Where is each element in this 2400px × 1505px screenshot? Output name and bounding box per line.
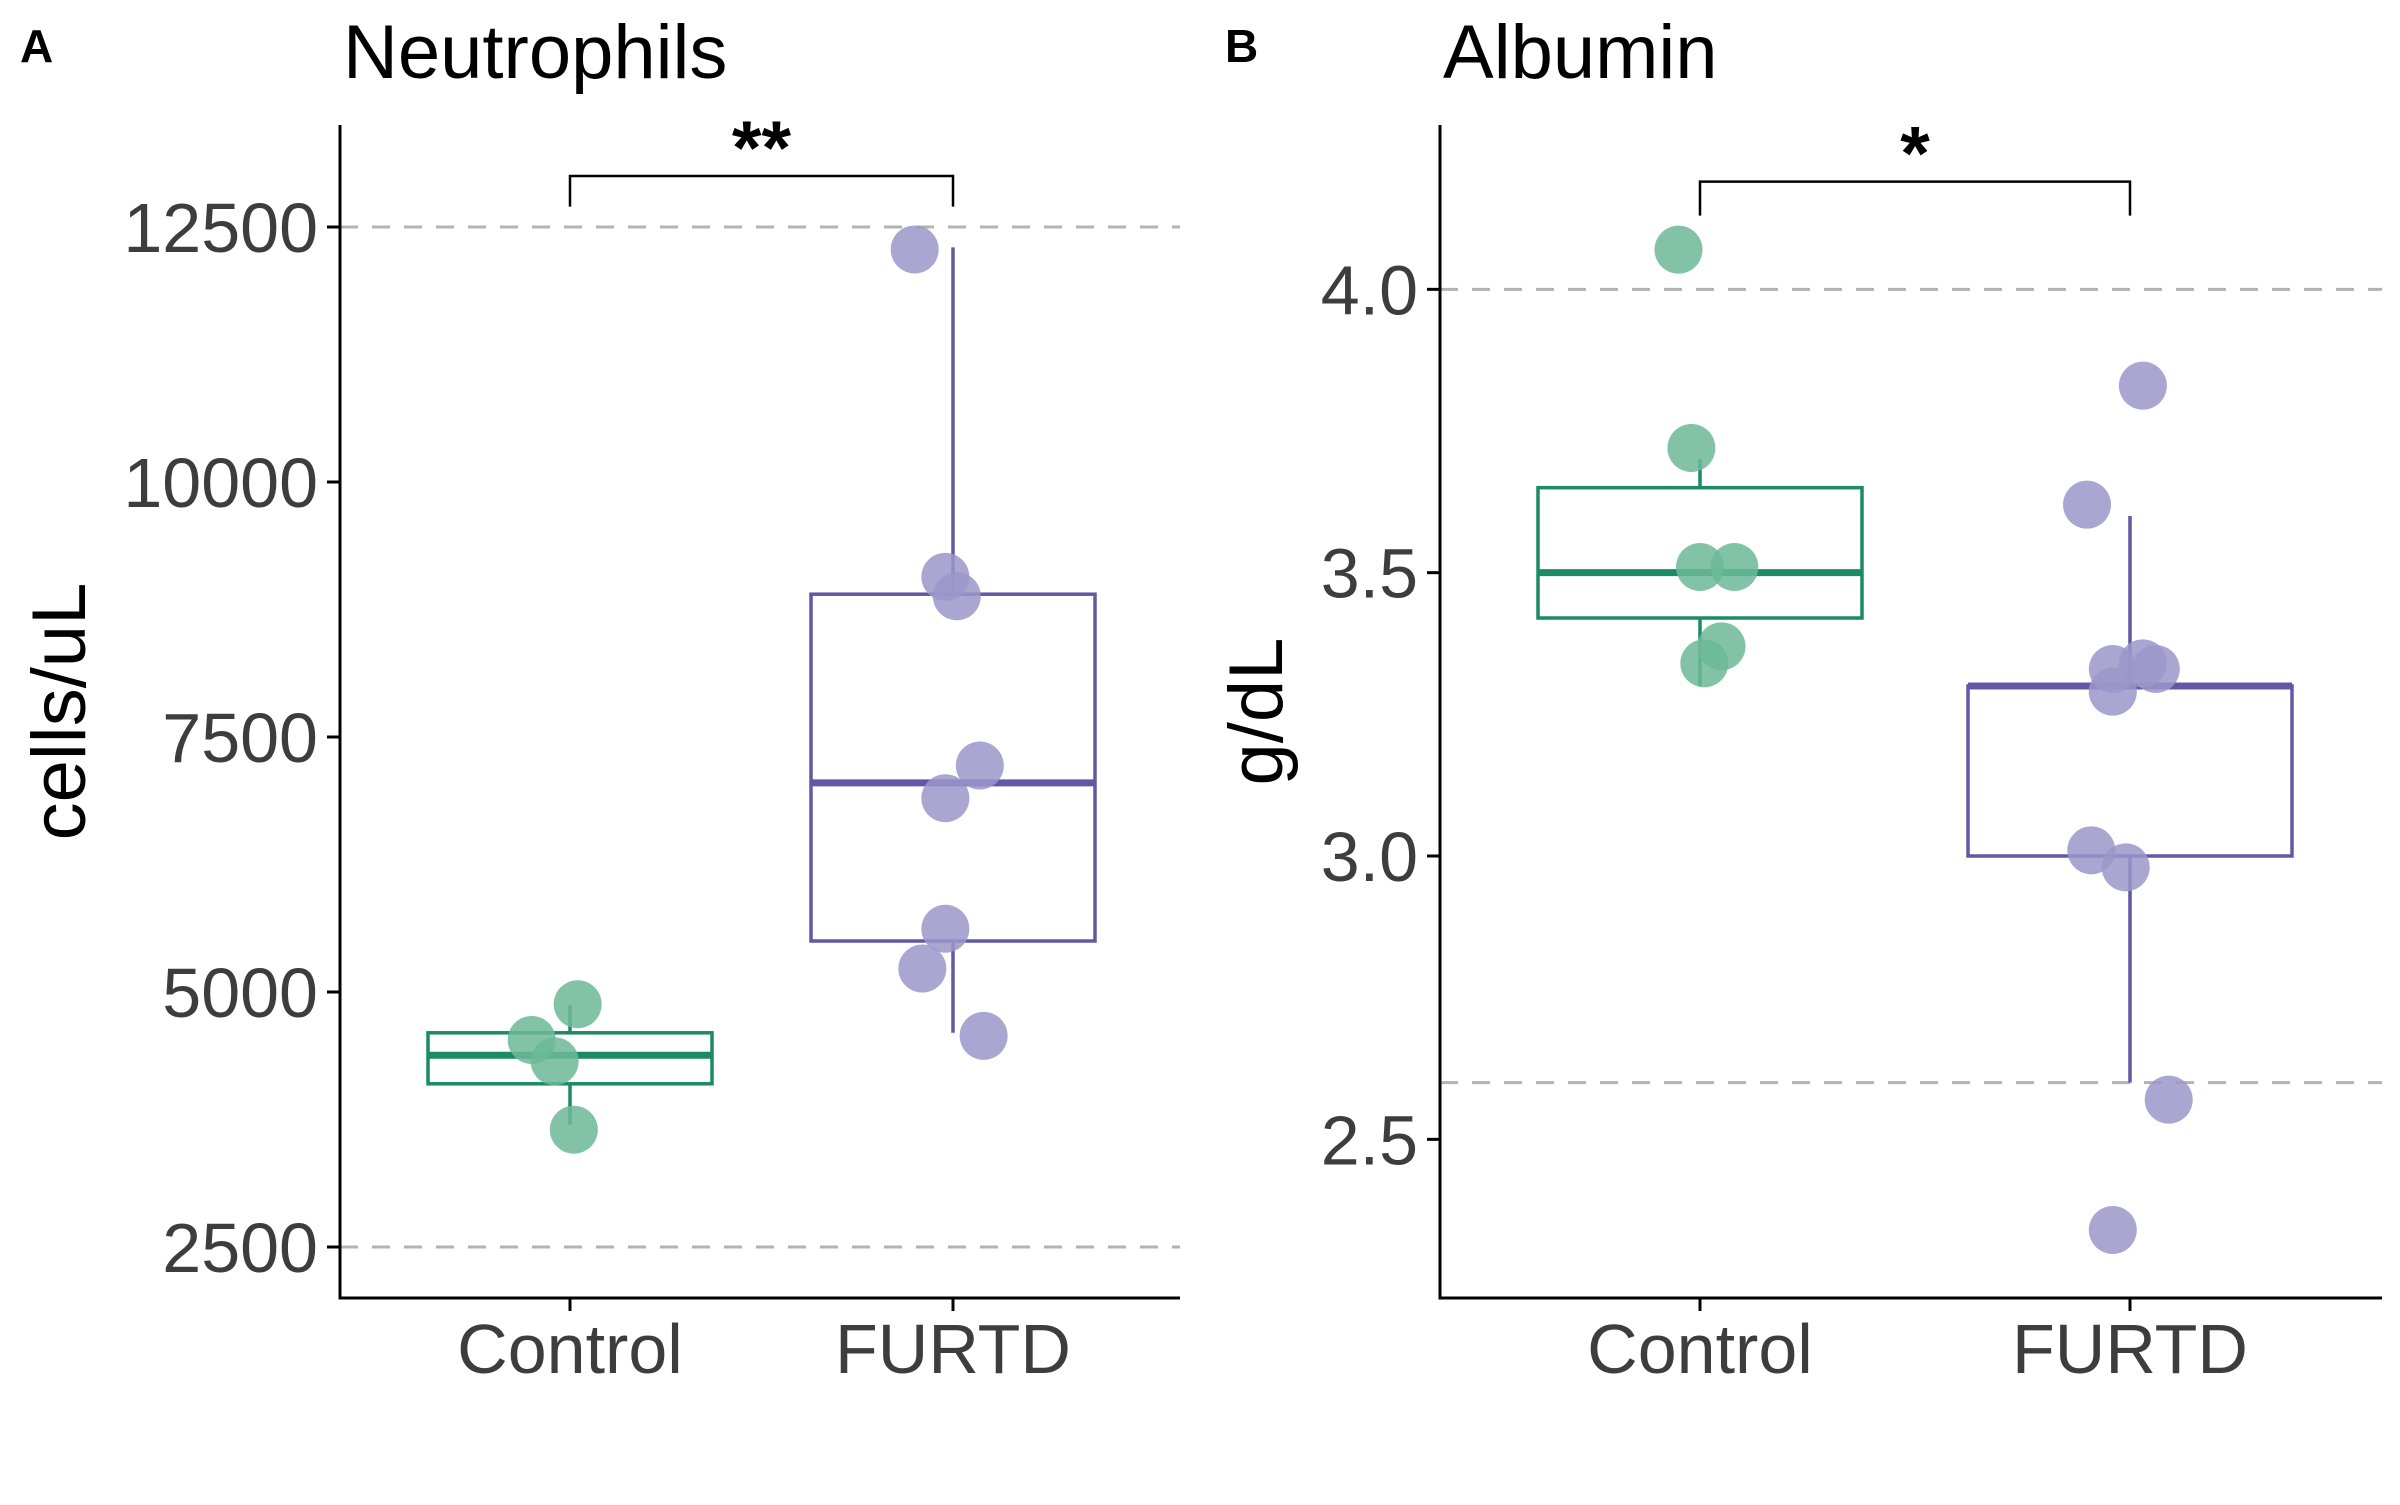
data-point: [2118, 361, 2167, 410]
panel-a: A Neutrophils 2500 5000 7500 10000 12500 Contro…: [17, 10, 1180, 1388]
significance-bracket: [568, 174, 955, 207]
data-point: [2063, 480, 2111, 529]
data-point: [2088, 667, 2137, 716]
box-iqr: [809, 592, 1097, 943]
data-point: [1667, 424, 1716, 472]
data-point: [921, 774, 970, 823]
panel-b: B Albumin 2.5 3.0 3.5 4.0 Control FURTD g/dL *: [1214, 10, 2382, 1388]
panel-letter: B: [1225, 20, 1258, 72]
y-tick-label: 3.0: [1321, 818, 1418, 896]
data-point: [2144, 1075, 2193, 1124]
data-point: [553, 980, 602, 1029]
x-tick-label: Control: [457, 1310, 683, 1388]
y-axis-title: cells/uL: [17, 583, 102, 841]
y-tick-label: 7500: [162, 699, 318, 777]
data-point: [898, 944, 947, 993]
y-tick-label: 2500: [162, 1209, 318, 1287]
panel-letter: A: [20, 20, 53, 72]
data-point: [1680, 639, 1729, 688]
significance-bracket: [1698, 180, 2132, 216]
data-point: [1676, 543, 1724, 591]
y-tick-label: 12500: [123, 189, 318, 267]
y-tick-label: 3.5: [1321, 535, 1418, 613]
data-point: [2131, 645, 2180, 693]
x-tick-label: Control: [1587, 1310, 1813, 1388]
data-point: [932, 572, 981, 621]
data-point: [530, 1037, 579, 1086]
data-point: [1654, 225, 1703, 274]
x-tick-label: FURTD: [2012, 1310, 2248, 1388]
data-point: [2101, 843, 2150, 892]
data-point: [1710, 543, 1759, 591]
data-point: [921, 904, 970, 953]
data-point: [959, 1011, 1008, 1060]
panel-title: Neutrophils: [343, 10, 727, 95]
data-point: [2088, 1206, 2137, 1254]
data-point: [549, 1105, 598, 1154]
y-tick-label: 10000: [123, 444, 318, 522]
data-point: [955, 741, 1004, 790]
x-tick-label: FURTD: [835, 1310, 1071, 1388]
significance-label: *: [1900, 112, 1930, 197]
box-furtd: [1966, 516, 2294, 1083]
y-tick-label: 2.5: [1321, 1101, 1418, 1179]
box-iqr: [1966, 684, 2294, 858]
y-tick-label: 5000: [162, 954, 318, 1032]
y-tick-label: 4.0: [1321, 251, 1418, 329]
panel-title: Albumin: [1443, 10, 1718, 95]
significance-label: **: [732, 106, 792, 191]
data-point: [890, 225, 939, 274]
y-axis-title: g/dL: [1214, 638, 1299, 786]
box-iqr: [1536, 485, 1864, 620]
